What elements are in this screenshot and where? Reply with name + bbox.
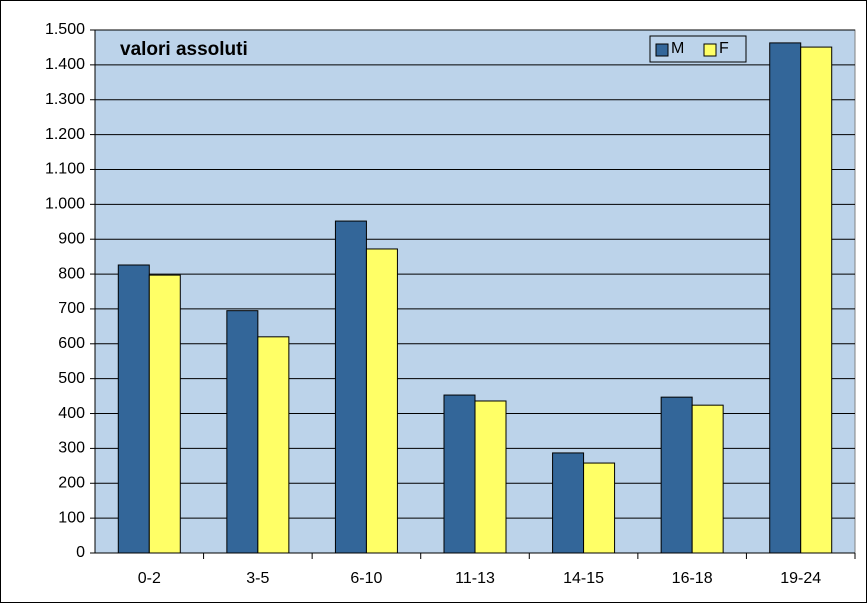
legend-label: F (719, 40, 729, 57)
y-tick-label: 400 (58, 405, 85, 422)
legend-label: M (671, 40, 684, 57)
y-tick-label: 900 (58, 230, 85, 247)
bar (226, 310, 259, 554)
bar (660, 396, 693, 554)
legend-swatch (703, 43, 717, 57)
x-tick-label: 6-10 (350, 570, 382, 587)
y-tick-label: 1.400 (45, 56, 85, 73)
bar (365, 248, 398, 554)
bar (443, 394, 476, 554)
bar (800, 46, 833, 554)
bar (117, 264, 150, 554)
y-tick-label: 300 (58, 440, 85, 457)
x-tick-label: 19-24 (780, 570, 821, 587)
x-tick-label: 3-5 (246, 570, 269, 587)
y-tick-label: 0 (76, 544, 85, 561)
y-tick-label: 100 (58, 509, 85, 526)
bar (552, 452, 585, 554)
y-tick-label: 1.500 (45, 21, 85, 38)
bar (583, 462, 616, 554)
y-tick-label: 1.100 (45, 161, 85, 178)
y-tick-label: 700 (58, 300, 85, 317)
y-tick-label: 200 (58, 474, 85, 491)
annotation: valori assoluti (120, 39, 248, 60)
y-tick-label: 1.300 (45, 91, 85, 108)
bar (257, 336, 290, 554)
x-tick-label: 16-18 (672, 570, 713, 587)
bar (769, 42, 802, 554)
y-tick-label: 500 (58, 370, 85, 387)
bar (148, 274, 181, 554)
bar (334, 220, 367, 554)
legend-swatch (655, 43, 669, 57)
y-tick-label: 800 (58, 265, 85, 282)
y-tick-label: 1.200 (45, 126, 85, 143)
bar (474, 400, 507, 554)
x-tick-label: 0-2 (138, 570, 161, 587)
x-tick-label: 11-13 (455, 570, 495, 587)
bar (691, 404, 724, 554)
y-tick-label: 1.000 (45, 196, 85, 213)
y-tick-label: 600 (58, 335, 85, 352)
x-tick-label: 14-15 (563, 570, 604, 587)
